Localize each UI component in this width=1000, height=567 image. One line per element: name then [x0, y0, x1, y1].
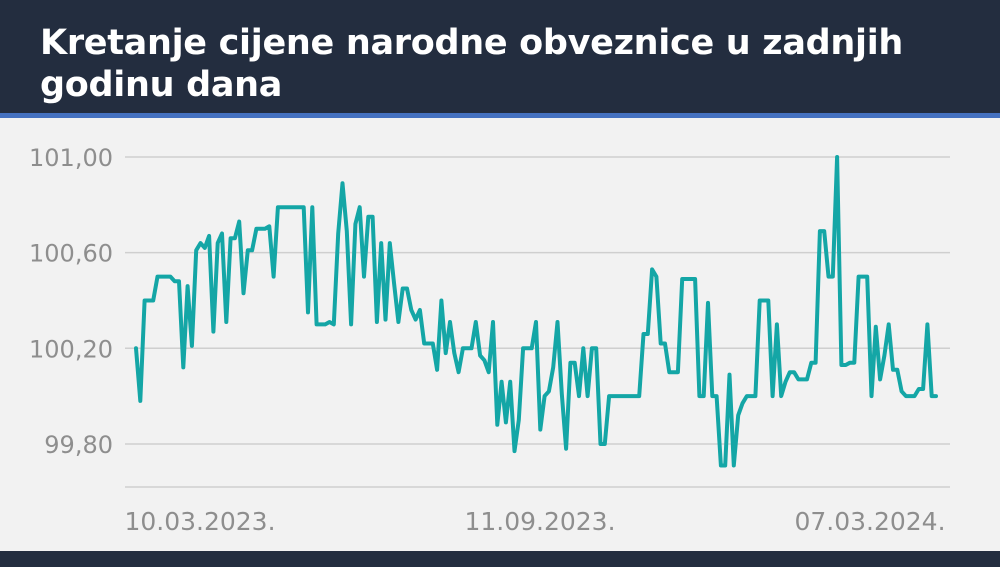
y-tick-label: 99,80 — [44, 431, 113, 459]
chart-title: Kretanje cijene narodne obveznice u zadn… — [40, 23, 904, 105]
y-tick-label: 100,20 — [29, 335, 113, 363]
x-tick-label: 11.09.2023. — [464, 507, 615, 536]
y-tick-label: 100,60 — [29, 240, 113, 268]
line-chart: 99,80 100,20 100,60 101,00 10.03.2023. 11.09.… — [29, 144, 950, 536]
x-tick-label: 07.03.2024. — [794, 507, 945, 536]
x-tick-label: 10.03.2023. — [124, 507, 275, 536]
plot-area: 99,80 100,20 100,60 101,00 10.03.2023. 11.09.… — [0, 118, 1000, 551]
y-tick-label: 101,00 — [29, 144, 113, 172]
title-bar: Kretanje cijene narodne obveznice u zadn… — [0, 0, 1000, 113]
footer-bar — [0, 551, 1000, 567]
accent-rule — [0, 113, 1000, 118]
series-line — [134, 155, 938, 468]
